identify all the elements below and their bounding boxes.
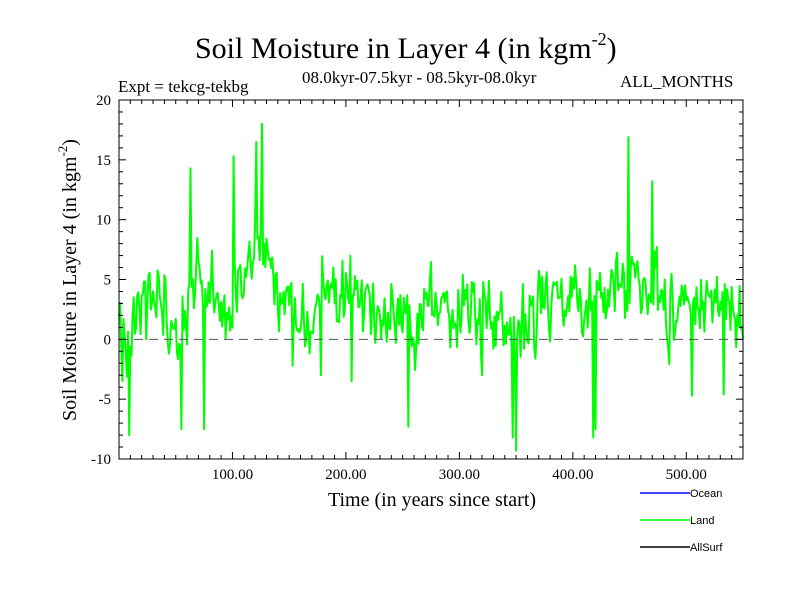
chart-title: Soil Moisture in Layer 4 (in kgm-2) <box>195 29 617 65</box>
y-tick-label: 5 <box>104 273 112 289</box>
x-tick-label: 200.00 <box>325 467 366 483</box>
legend-label-land: Land <box>690 515 714 527</box>
x-tick-label: 400.00 <box>552 467 593 483</box>
y-tick-label: -5 <box>99 392 112 408</box>
y-tick-label: -10 <box>91 452 111 468</box>
legend: Ocean Land AllSurf <box>640 488 723 554</box>
months-label: ALL_MONTHS <box>620 72 733 91</box>
y-axis-label: Soil Moisture in Layer 4 (in kgm-2) <box>55 139 81 421</box>
y-tick-label: 10 <box>96 213 111 229</box>
legend-label-ocean: Ocean <box>690 488 722 500</box>
series-line-land <box>118 122 744 452</box>
legend-label-allsurf: AllSurf <box>690 542 723 554</box>
x-axis-label: Time (in years since start) <box>328 489 536 511</box>
experiment-label: Expt = tekcg-tekbg <box>118 77 249 96</box>
period-label: 08.0kyr-07.5kyr - 08.5kyr-08.0kyr <box>302 68 537 87</box>
plot-area: -10 -5 0 5 10 15 20 100.00 200.00 300.00 400.00 500… <box>91 93 744 483</box>
x-tick-label: 100.00 <box>212 467 253 483</box>
x-tick-label: 300.00 <box>439 467 480 483</box>
y-tick-label: 15 <box>96 153 111 169</box>
x-tick-label: 500.00 <box>666 467 707 483</box>
y-tick-label: 0 <box>104 332 112 348</box>
y-tick-label: 20 <box>96 93 111 109</box>
